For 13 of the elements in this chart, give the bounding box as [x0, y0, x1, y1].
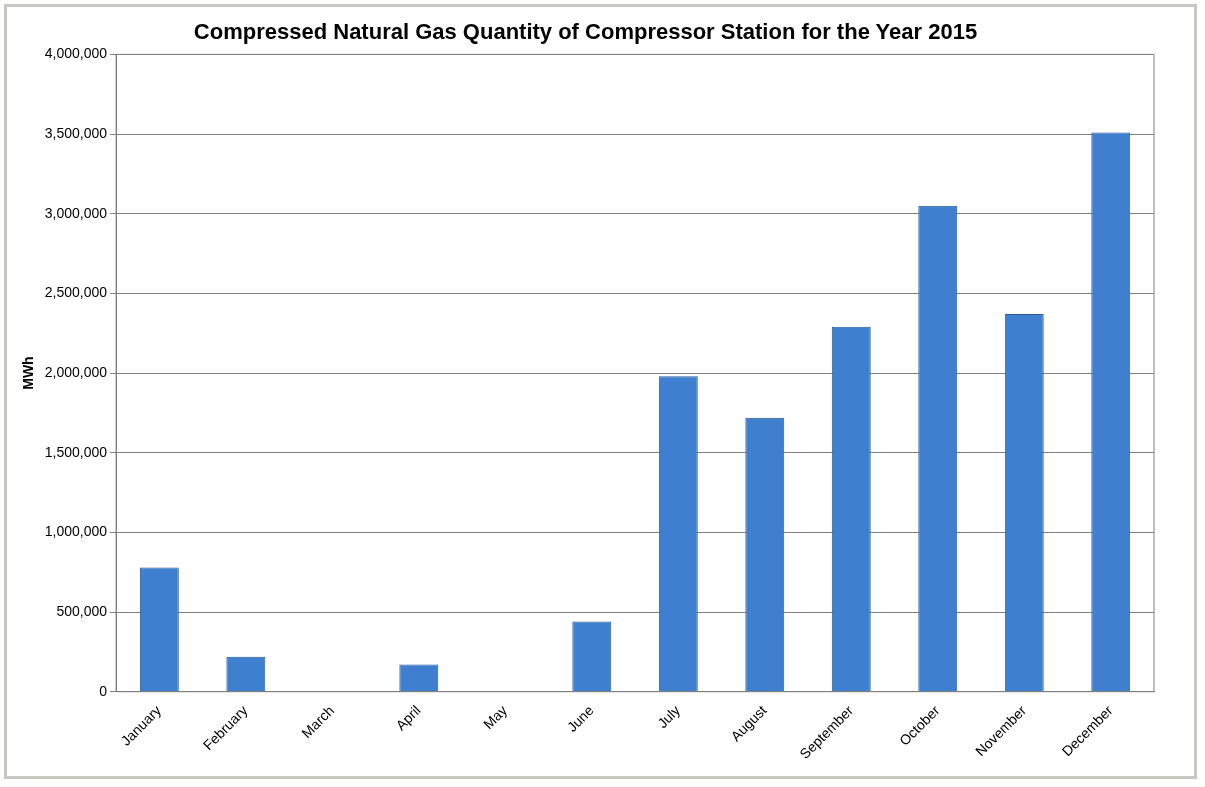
y-tick-label: 2,000,000 — [44, 363, 108, 380]
x-tick-label: July — [654, 702, 684, 732]
y-tick-label: 4,000,000 — [44, 45, 108, 62]
y-tick-label: 1,000,000 — [44, 523, 108, 540]
y-tick-label: 3,500,000 — [44, 124, 108, 141]
chart-title: Compressed Natural Gas Quantity of Compressor Station for the Year 2015 — [193, 19, 978, 45]
x-tick-label: May — [480, 702, 511, 733]
y-tick-label: 1,500,000 — [44, 443, 108, 460]
y-tick-label: 500,000 — [56, 602, 108, 619]
y-tick-label: 2,500,000 — [44, 284, 108, 301]
y-axis-title: MWh — [20, 356, 37, 390]
y-tick-label: 3,000,000 — [44, 204, 108, 221]
y-tick-label: 0 — [99, 682, 108, 699]
